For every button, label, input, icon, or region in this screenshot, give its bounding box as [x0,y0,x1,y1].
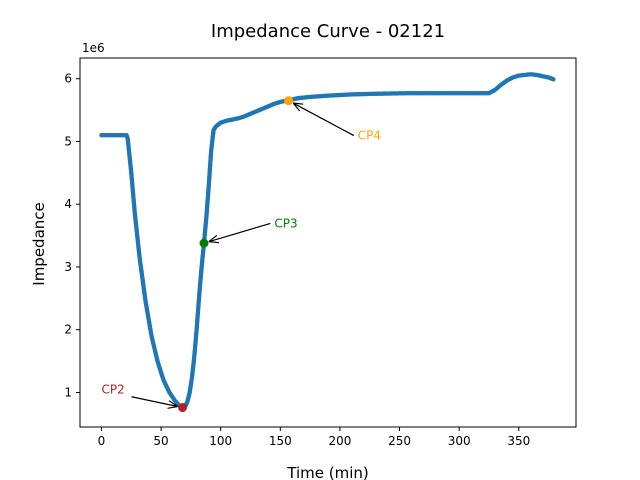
y-tick-label: 3 [64,260,72,274]
y-tick-label: 6 [64,72,72,86]
annotations: CP2 CP3 CP4 [101,96,381,413]
critical-point-cp2 [178,403,188,413]
annotation-label-cp4: CP4 [358,129,381,143]
y-axis: 1 2 3 4 5 6 [64,72,80,399]
x-tick-label: 150 [269,434,292,448]
y-multiplier-label: 1e6 [82,41,105,55]
plot-area [99,72,556,410]
y-tick-label: 2 [64,323,72,337]
annotation-arrow [131,396,177,407]
y-tick-label: 1 [64,385,72,399]
x-tick-label: 50 [153,434,168,448]
x-tick-label: 350 [507,434,530,448]
x-axis-label: Time (min) [286,464,368,480]
annotation-label-cp2: CP2 [101,383,124,397]
series-points [99,72,556,410]
x-tick-label: 200 [328,434,351,448]
annotation-arrow [209,222,271,241]
critical-point-cp4 [284,96,294,106]
x-axis: 0 50 100 150 200 250 300 350 [98,427,530,448]
critical-point-cp3 [199,238,209,248]
axes-frame [79,57,577,428]
data-point [551,77,556,82]
x-tick-label: 250 [388,434,411,448]
x-tick-label: 0 [98,434,106,448]
y-tick-label: 5 [64,134,72,148]
x-tick-label: 100 [209,434,232,448]
x-tick-label: 300 [448,434,471,448]
y-tick-label: 4 [64,197,72,211]
annotation-arrow [293,103,355,137]
chart-title: Impedance Curve - 02121 [211,21,445,42]
y-axis-label: Impedance [30,202,48,285]
annotation-label-cp3: CP3 [274,216,297,230]
